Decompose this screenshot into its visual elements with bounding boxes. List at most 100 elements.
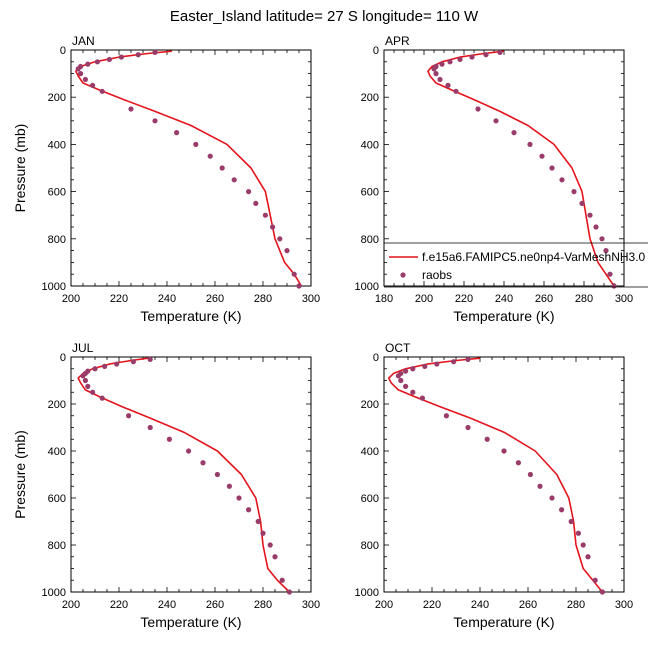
x-tick-label: 240 — [471, 599, 489, 611]
raobs-point — [284, 248, 290, 254]
raobs-point — [102, 363, 108, 369]
raobs-point — [246, 507, 252, 513]
raobs-point — [559, 177, 565, 183]
x-tick-label: 280 — [254, 599, 272, 611]
raobs-point — [434, 361, 440, 367]
raobs-point — [236, 495, 242, 501]
y-tick-label: 0 — [60, 45, 66, 57]
y-tick-label: 400 — [361, 446, 379, 458]
y-tick-label: 1000 — [355, 587, 379, 599]
raobs-point — [465, 424, 471, 431]
raobs-point — [260, 530, 266, 536]
raobs-point — [80, 373, 86, 379]
raobs-point — [549, 165, 555, 171]
y-tick-label: 800 — [361, 540, 379, 552]
x-tick-label: 280 — [575, 293, 593, 305]
x-tick-label: 240 — [158, 599, 176, 611]
panel-label: APR — [385, 34, 410, 48]
raobs-point — [475, 106, 481, 112]
y-axis-title: Pressure (mb) — [12, 430, 28, 519]
x-tick-label: 240 — [495, 293, 513, 305]
panel-label: OCT — [385, 341, 411, 355]
raobs-point — [587, 212, 593, 218]
raobs-point — [200, 460, 206, 466]
legend-obs-label: raobs — [422, 268, 452, 282]
x-tick-label: 240 — [158, 293, 176, 305]
raobs-point — [527, 471, 534, 478]
raobs-point — [277, 236, 283, 242]
x-tick-label: 200 — [375, 599, 393, 611]
raobs-point — [291, 271, 297, 277]
raobs-point — [603, 248, 609, 254]
raobs-point — [592, 577, 598, 583]
raobs-point — [457, 56, 463, 63]
panel-apr: APR 180 200 220 240 260 280 300 0 200 400 600 800 100… — [355, 34, 634, 324]
y-tick-label: 400 — [48, 446, 66, 458]
x-tick-label: 200 — [62, 293, 80, 305]
raobs-point — [539, 153, 545, 159]
raobs-point — [580, 542, 586, 548]
y-tick-label: 600 — [361, 493, 379, 505]
raobs-point — [403, 368, 409, 374]
raobs-point — [422, 363, 428, 369]
raobs-point — [214, 471, 220, 478]
raobs-point — [126, 413, 132, 419]
raobs-point — [501, 448, 507, 454]
raobs-point — [410, 366, 416, 372]
raobs-point — [246, 189, 252, 195]
raobs-point — [90, 389, 96, 395]
raobs-point — [579, 200, 585, 206]
raobs-point — [410, 389, 416, 395]
x-tick-label: 260 — [519, 599, 537, 611]
raobs-point — [255, 518, 261, 525]
raobs-point — [445, 82, 451, 88]
x-tick-label: 220 — [455, 293, 473, 305]
raobs-point — [128, 106, 134, 112]
raobs-point — [585, 554, 591, 560]
raobs-point — [75, 66, 81, 72]
raobs-point — [130, 359, 136, 365]
legend-model-label: f.e15a6.FAMIPC5.ne0np4-VarMeshNH3.0 — [422, 250, 646, 264]
x-tick-label: 300 — [302, 293, 320, 305]
raobs-point — [437, 76, 443, 83]
y-tick-label: 600 — [361, 187, 379, 199]
raobs-point — [497, 49, 503, 55]
x-tick-label: 200 — [415, 293, 433, 305]
y-tick-label: 200 — [361, 92, 379, 104]
x-axis-title: Temperature (K) — [140, 308, 241, 324]
raobs-point — [272, 554, 278, 560]
x-tick-label: 280 — [567, 599, 585, 611]
raobs-point — [82, 377, 88, 384]
raobs-point — [575, 530, 582, 536]
x-tick-label: 180 — [375, 293, 393, 305]
y-tick-label: 200 — [361, 399, 379, 411]
x-axis-title: Temperature (K) — [453, 308, 554, 324]
panel-label: JUL — [72, 341, 94, 355]
raobs-point — [398, 377, 404, 384]
model-profile-line — [387, 357, 604, 593]
raobs-point — [286, 589, 292, 595]
raobs-point — [85, 383, 91, 389]
raobs-point — [599, 236, 605, 242]
legend: f.e15a6.FAMIPC5.ne0np4-VarMeshNH3.0 raob… — [384, 242, 648, 288]
model-profile-line — [77, 357, 290, 593]
raobs-point — [152, 49, 158, 55]
raobs-point — [78, 71, 84, 77]
y-tick-label: 400 — [361, 139, 379, 151]
raobs-point — [469, 54, 475, 60]
raobs-point — [147, 424, 153, 431]
y-tick-label: 1000 — [355, 281, 379, 293]
raobs-point — [270, 224, 276, 230]
plot-frame — [70, 49, 312, 287]
panel-label: JAN — [72, 34, 95, 48]
raobs-point — [99, 88, 105, 94]
y-tick-label: 600 — [48, 187, 66, 199]
raobs-point — [135, 52, 141, 58]
raobs-point — [559, 507, 565, 513]
x-tick-label: 200 — [62, 599, 80, 611]
raobs-point — [147, 356, 153, 362]
raobs-point — [447, 59, 453, 65]
raobs-point — [453, 88, 459, 94]
raobs-point — [484, 436, 490, 442]
